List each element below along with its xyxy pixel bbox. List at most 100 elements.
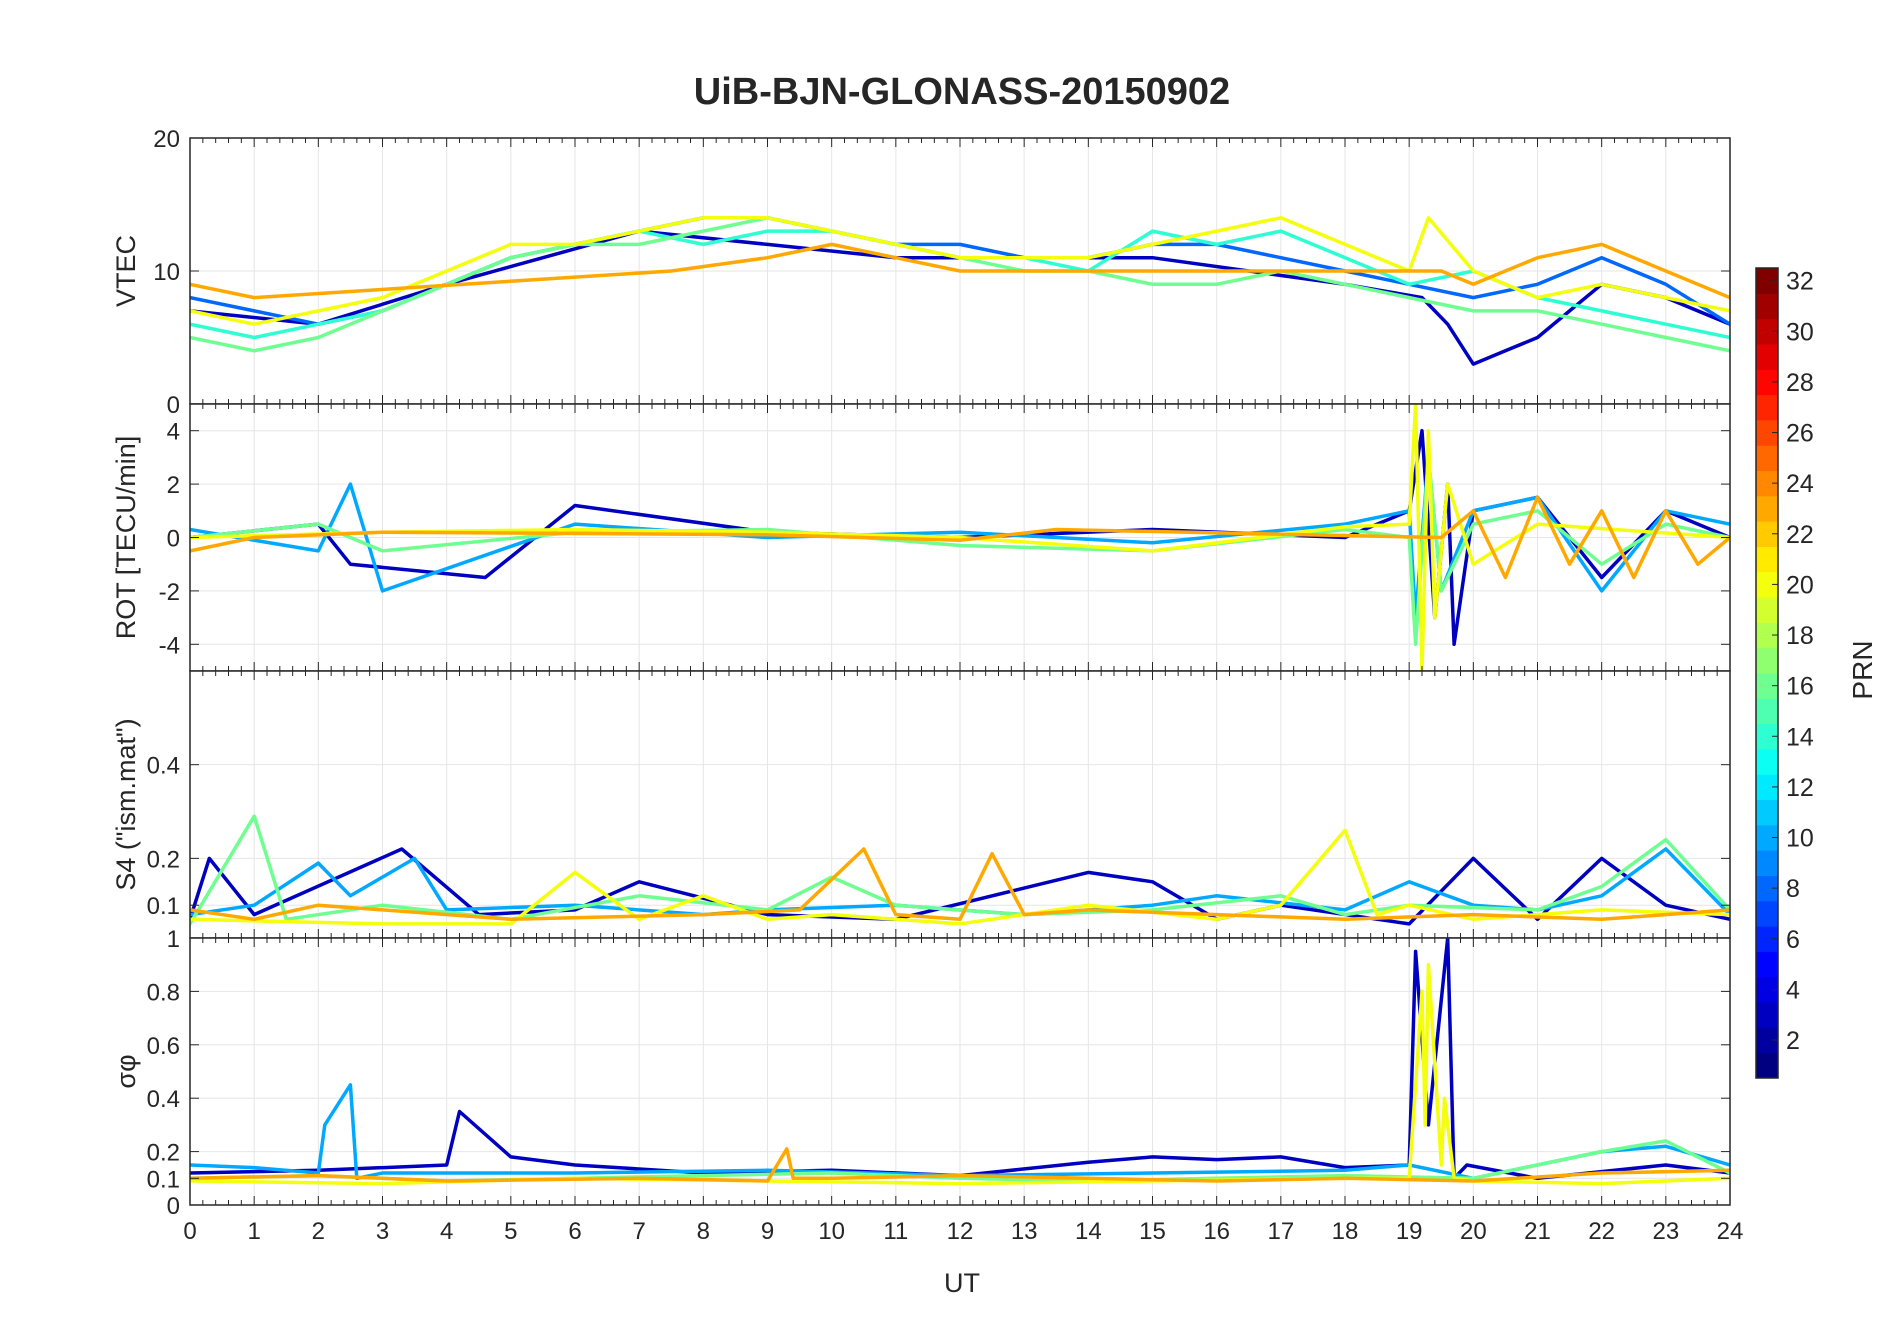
y-tick-label: 4 [167, 419, 180, 446]
colorbar-swatch [1756, 748, 1778, 775]
panel-vtec: 0 10 20 VTEC [111, 126, 1731, 419]
series-prn-10 [190, 455, 1730, 620]
colorbar-swatch [1756, 926, 1778, 952]
colorbar-tick-label: 16 [1786, 673, 1814, 701]
colorbar-swatch [1756, 318, 1778, 345]
colorbar-tick-label: 28 [1786, 369, 1814, 397]
colorbar-swatch [1756, 900, 1778, 927]
colorbar-swatch [1756, 976, 1778, 1003]
x-tick-label: 18 [1332, 1218, 1359, 1245]
colorbar-swatch [1756, 622, 1778, 649]
colorbar-frame [1755, 267, 1779, 1079]
y-tick-labels: 0 10 20 [153, 126, 1730, 419]
x-tick-label: 15 [1139, 1218, 1166, 1245]
colorbar-tick-label: 18 [1786, 622, 1814, 650]
x-tick-label: 16 [1203, 1218, 1230, 1245]
series-group [190, 404, 1730, 671]
x-tick-label: 7 [632, 1218, 645, 1245]
colorbar-tick-label: 22 [1786, 521, 1814, 549]
colorbar-swatch [1756, 546, 1778, 573]
chart-title: UiB-BJN-GLONASS-20150902 [694, 71, 1230, 113]
colorbar-tick-label: 32 [1786, 268, 1814, 296]
colorbar-tick-label: 10 [1786, 825, 1814, 853]
x-tick-label: 12 [947, 1218, 974, 1245]
y-tick-labels: 00.10.2 0.4 0.6 0.8 1 [147, 926, 1730, 1220]
y-tick-label: -2 [159, 579, 180, 606]
colorbar-tick-label: 26 [1786, 420, 1814, 448]
colorbar-tick-label: 8 [1786, 875, 1800, 903]
series-prn-20 [190, 404, 1730, 671]
series-prn-3 [190, 847, 1730, 926]
colorbar-swatch [1756, 470, 1778, 497]
colorbar-tick-label: 20 [1786, 571, 1814, 599]
y-tick-label: 0.8 [147, 979, 180, 1006]
series-prn-20 [190, 216, 1730, 326]
colorbar-swatch [1756, 875, 1778, 902]
y-tick-label: 0 [167, 392, 180, 419]
series-prn-20 [190, 828, 1730, 926]
x-ticks [189, 404, 1731, 671]
y-tick-label: -4 [159, 632, 180, 659]
y-tick-label: 0.2 [147, 846, 180, 873]
colorbar-swatch [1756, 673, 1778, 699]
x-tick-label: 21 [1524, 1218, 1551, 1245]
colorbar-swatch [1756, 850, 1778, 876]
colorbar-swatch [1756, 597, 1778, 623]
y-tick-label: 0.1 [147, 893, 180, 920]
x-tick-label: 20 [1460, 1218, 1487, 1245]
colorbar-tick-label: 24 [1786, 470, 1814, 498]
series-group [190, 216, 1730, 366]
panel-s4: 0.1 0.2 0.4S4 ("ism.mat") [111, 670, 1731, 939]
y-tick-label: 0.1 [147, 1166, 180, 1193]
colorbar-swatch [1756, 445, 1778, 471]
x-tick-label: 13 [1011, 1218, 1038, 1245]
colorbar-swatch [1756, 698, 1778, 725]
colorbar-swatch [1756, 774, 1778, 801]
y-axis-label: S4 ("ism.mat") [111, 718, 141, 890]
y-axis-label: ROT [TECU/min] [111, 436, 141, 640]
series-prn-23 [190, 847, 1730, 922]
x-ticks [189, 938, 1731, 1205]
colorbar-tick-label: 30 [1786, 318, 1814, 346]
x-tick-label: 2 [312, 1218, 325, 1245]
y-tick-label: 1 [167, 926, 180, 953]
x-tick-label: 10 [818, 1218, 845, 1245]
colorbar-tick-label: 14 [1786, 723, 1814, 751]
x-tick-label: 0 [183, 1218, 196, 1245]
colorbar-swatch [1756, 419, 1778, 446]
series-prn-23 [190, 495, 1730, 580]
x-tick-label: 14 [1075, 1218, 1102, 1245]
y-tick-label: 0 [167, 526, 180, 553]
y-tick-label: 20 [153, 126, 180, 153]
colorbar-swatch [1756, 571, 1778, 598]
y-tick-labels: -4 -2 0 2 4 [159, 419, 1730, 659]
y-axis-label: σφ [111, 1054, 141, 1088]
colorbar-swatch [1756, 1052, 1778, 1079]
colorbar-swatch [1756, 495, 1778, 522]
series-group [190, 814, 1730, 926]
x-ticks [189, 671, 1731, 938]
colorbar-swatch [1756, 647, 1778, 674]
colorbar-swatch [1756, 343, 1778, 370]
series-prn-23 [190, 242, 1730, 300]
colorbar-label: PRN [1847, 640, 1878, 699]
colorbar-swatch [1756, 521, 1778, 547]
x-tick-label: 1 [247, 1218, 260, 1245]
x-axis-label: UT [944, 1268, 980, 1298]
colorbar-tick-label: 12 [1786, 774, 1814, 802]
x-tick-label: 5 [504, 1218, 517, 1245]
y-tick-label: 0.6 [147, 1033, 180, 1060]
x-tick-label: 22 [1588, 1218, 1615, 1245]
colorbar-swatch [1756, 1002, 1778, 1028]
x-tick-label: 4 [440, 1218, 453, 1245]
y-tick-label: 2 [167, 472, 180, 499]
y-axis-label: VTEC [111, 235, 141, 307]
x-tick-label: 3 [376, 1218, 389, 1245]
y-tick-labels: 0.1 0.2 0.4 [147, 753, 1730, 920]
x-tick-label: 19 [1396, 1218, 1423, 1245]
colorbar-swatch [1756, 723, 1778, 750]
y-tick-label: 0 [167, 1193, 180, 1220]
y-tick-label: 0.2 [147, 1140, 180, 1167]
